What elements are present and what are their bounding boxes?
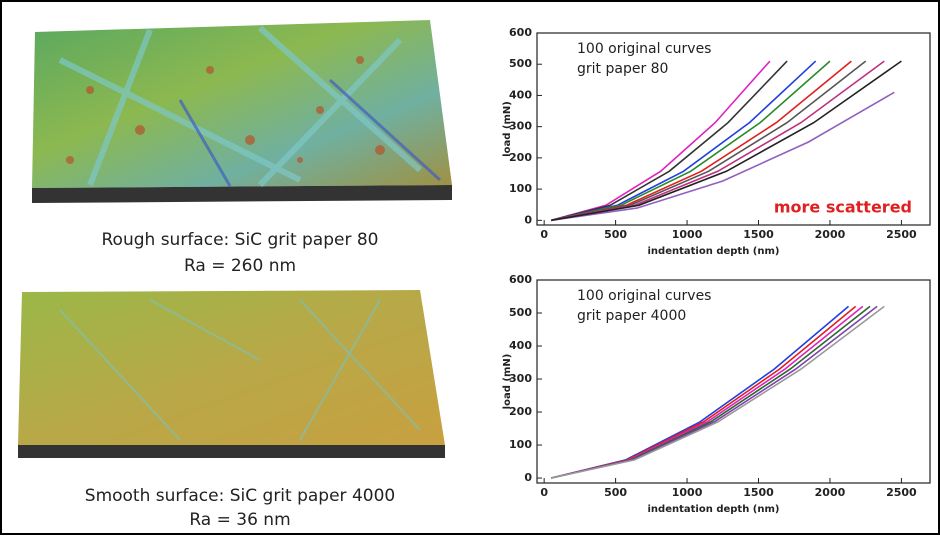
curve (551, 305, 864, 479)
curve (551, 305, 871, 479)
y-axis-label: load (mN) (502, 354, 513, 410)
plot-frame (536, 279, 931, 484)
y-tick-label: 0 (524, 213, 532, 226)
y-tick-label: 200 (509, 405, 532, 418)
x-tick-label: 0 (540, 486, 548, 499)
x-tick-label: 500 (604, 228, 627, 241)
x-tick-label: 2000 (815, 486, 846, 499)
y-tick-label: 400 (509, 88, 532, 101)
y-tick-label: 500 (509, 57, 532, 70)
y-tick-label: 600 (509, 26, 532, 39)
curve (551, 305, 857, 479)
annotation: 100 original curves (577, 288, 711, 304)
x-tick-label: 1000 (672, 486, 703, 499)
x-tick-label: 500 (604, 486, 627, 499)
curve (551, 305, 885, 479)
curve (551, 60, 831, 222)
caption: Ra = 260 nm (184, 256, 296, 276)
x-tick-label: 2500 (886, 228, 917, 241)
curve (551, 305, 878, 479)
curve (551, 60, 852, 222)
caption: Smooth surface: SiC grit paper 4000 (85, 486, 395, 506)
y-tick-label: 300 (509, 120, 532, 133)
caption: Rough surface: SiC grit paper 80 (102, 230, 379, 250)
curve (551, 60, 788, 222)
annotation: 100 original curves (577, 41, 711, 57)
y-tick-label: 300 (509, 372, 532, 385)
smooth-surface-image (18, 290, 445, 458)
caption: Ra = 36 nm (189, 510, 290, 530)
annotation: more scattered (774, 198, 912, 217)
x-tick-label: 0 (540, 228, 548, 241)
y-tick-label: 500 (509, 306, 532, 319)
x-tick-label: 1500 (743, 228, 774, 241)
annotation: grit paper 4000 (577, 308, 686, 324)
x-tick-label: 2500 (886, 486, 917, 499)
x-tick-label: 1000 (672, 228, 703, 241)
curve (551, 91, 895, 222)
rough-surface-image (32, 20, 452, 203)
curve (551, 60, 902, 222)
y-tick-label: 100 (509, 182, 532, 195)
curve (551, 305, 850, 479)
y-tick-label: 100 (509, 438, 532, 451)
x-axis-label: indentation depth (nm) (648, 504, 780, 515)
curve (551, 60, 817, 222)
annotation: grit paper 80 (577, 61, 668, 77)
x-axis-label: indentation depth (nm) (648, 246, 780, 257)
curve (551, 60, 867, 222)
y-tick-label: 400 (509, 339, 532, 352)
x-tick-label: 2000 (815, 228, 846, 241)
plot-frame (536, 32, 931, 226)
y-tick-label: 600 (509, 273, 532, 286)
y-axis-label: load (mN) (502, 101, 513, 157)
y-tick-label: 0 (524, 471, 532, 484)
y-tick-label: 200 (509, 151, 532, 164)
x-tick-label: 1500 (743, 486, 774, 499)
